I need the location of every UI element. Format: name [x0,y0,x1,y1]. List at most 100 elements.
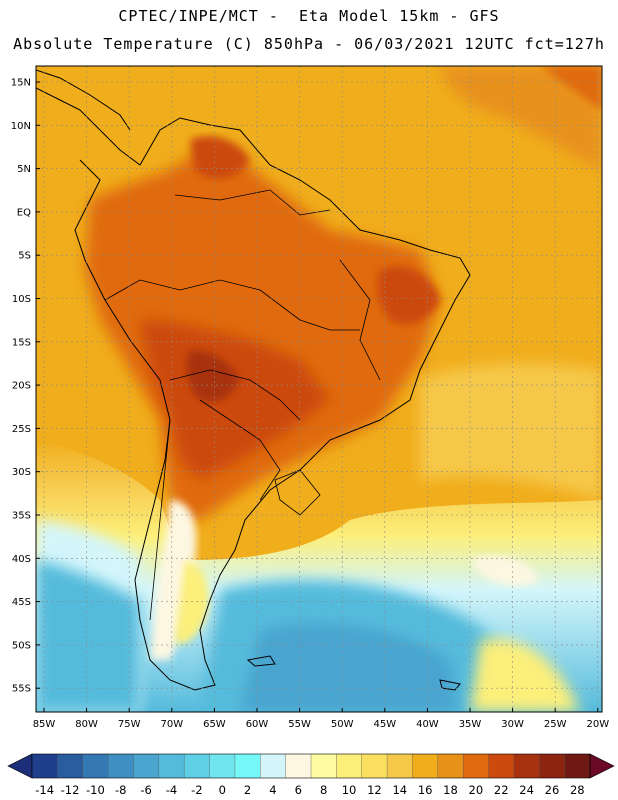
lat-label: 10N [11,121,31,132]
colorbar-swatch [260,754,286,778]
colorbar-swatch [108,754,134,778]
colorbar-swatch [32,754,58,778]
patagonia-yellow-area [175,560,209,644]
colorbar-swatch [57,754,84,778]
colorbar-label: 4 [269,783,276,797]
lat-label: 50S [12,640,31,651]
lon-label: 65W [203,719,226,730]
lon-label: 85W [33,719,56,730]
colorbar-label: 0 [219,783,226,797]
colorbar-label: -10 [86,783,105,797]
colorbar-label: 12 [367,783,382,797]
falkland-islands [246,655,276,667]
lat-label: 15N [11,78,31,89]
colorbar-swatch [387,754,413,778]
lon-label: 60W [246,719,269,730]
colorbar-swatch [463,754,489,778]
colorbar-swatch [513,754,540,778]
border-brazil-states [339,259,381,381]
color-legend: -14 -12 -10 -8 -6 -4 -2 0 2 4 6 8 10 12 14 16 18 20 22 24 26… [7,753,615,797]
continent-hottest-area [186,350,240,403]
colorbar-swatch [564,754,591,778]
colorbar-swatch [82,754,109,778]
lat-lon-grid [36,66,602,712]
colorbar-frame [31,753,591,779]
lon-label: 55W [288,719,311,730]
pale-patch [470,556,540,586]
colorbar-swatch [437,754,464,778]
colorbar-over-arrow [589,753,615,779]
lon-label: 25W [544,719,567,730]
lon-label: 70W [160,719,183,730]
lat-label: 20S [12,381,31,392]
colorbar-swatch [488,754,515,778]
colorbar-label: -4 [166,783,177,797]
colorbar-swatch [184,754,210,778]
lon-label: 50W [331,719,354,730]
border-bolivia [169,369,301,421]
northeast-brazil-hot-area [377,266,440,324]
central-america-coastline [36,69,131,131]
map-frame [35,65,603,713]
colorbar-label: 14 [392,783,407,797]
border-north [174,189,331,216]
chart-title-line2: Absolute Temperature (C) 850hPa - 06/03/… [13,35,605,53]
patagonia-pale-area [150,500,197,660]
lon-label: 30W [501,719,524,730]
colorbar-label: 18 [443,783,458,797]
colorbar-label: -14 [35,783,54,797]
colorbar-label: 6 [295,783,302,797]
colorbar-under-arrow [7,753,33,779]
lon-label: 45W [373,719,396,730]
colorbar-swatch [412,754,439,778]
south-georgia-island [439,679,461,691]
pacific-cool-area [36,560,140,712]
colorbar-label: -2 [191,783,202,797]
southeast-yellow-area [470,638,580,712]
lon-label: 80W [75,719,98,730]
country-borders [104,189,381,621]
colorbar-label: 16 [418,783,433,797]
colorbar-label: 20 [469,783,484,797]
lat-label: 45S [12,597,31,608]
chart-title-line1: CPTEC/INPE/MCT - Eta Model 15km - GFS [118,7,500,25]
lon-label: 35W [459,719,482,730]
lon-label: 75W [118,719,141,730]
border-peru-brazil [104,279,360,331]
colorbar-swatch [539,754,565,778]
colorbar-swatch [209,754,236,778]
colorbar-swatch [336,754,363,778]
colorbar-label: 22 [494,783,509,797]
colorbar-label: -8 [115,783,126,797]
lat-label: 35S [12,511,31,522]
colorbar-swatch [361,754,388,778]
atlantic-band [420,363,602,500]
colorbar-label: -6 [140,783,151,797]
colorbar-swatch [133,754,160,778]
lat-label: EQ [17,207,31,218]
venezuela-hot-area [190,136,250,179]
northeast-warm-area [440,66,602,170]
colorbar-swatch [285,754,312,778]
colorbar-label: 8 [320,783,327,797]
colorbar-label: 10 [342,783,357,797]
lon-label: 40W [416,719,439,730]
colorbar-swatch [158,754,185,778]
lat-label: 15S [12,337,31,348]
map-field [36,66,602,712]
colorbar-swatch [234,754,261,778]
border-chile-argentina [149,419,171,621]
colorbar-label: -12 [61,783,80,797]
colorbar-label: 2 [244,783,251,797]
latitude-labels: 15N 10N 5N EQ 5S 10S 15S 20S 25S 30S 35S 40S 45S 50S 5… [11,78,40,695]
border-uruguay [274,469,321,516]
lat-label: 40S [12,554,31,565]
longitude-labels: 85W 80W 75W 70W 65W 60W 55W 50W 45W 40W 35W 30W 25W 2… [33,708,609,730]
lat-label: 5S [18,251,31,262]
lat-label: 5N [17,164,31,175]
border-argentina [199,399,281,501]
lat-label: 10S [12,294,31,305]
south-atlantic-cold-area [240,623,460,712]
lon-label: 20W [586,719,609,730]
